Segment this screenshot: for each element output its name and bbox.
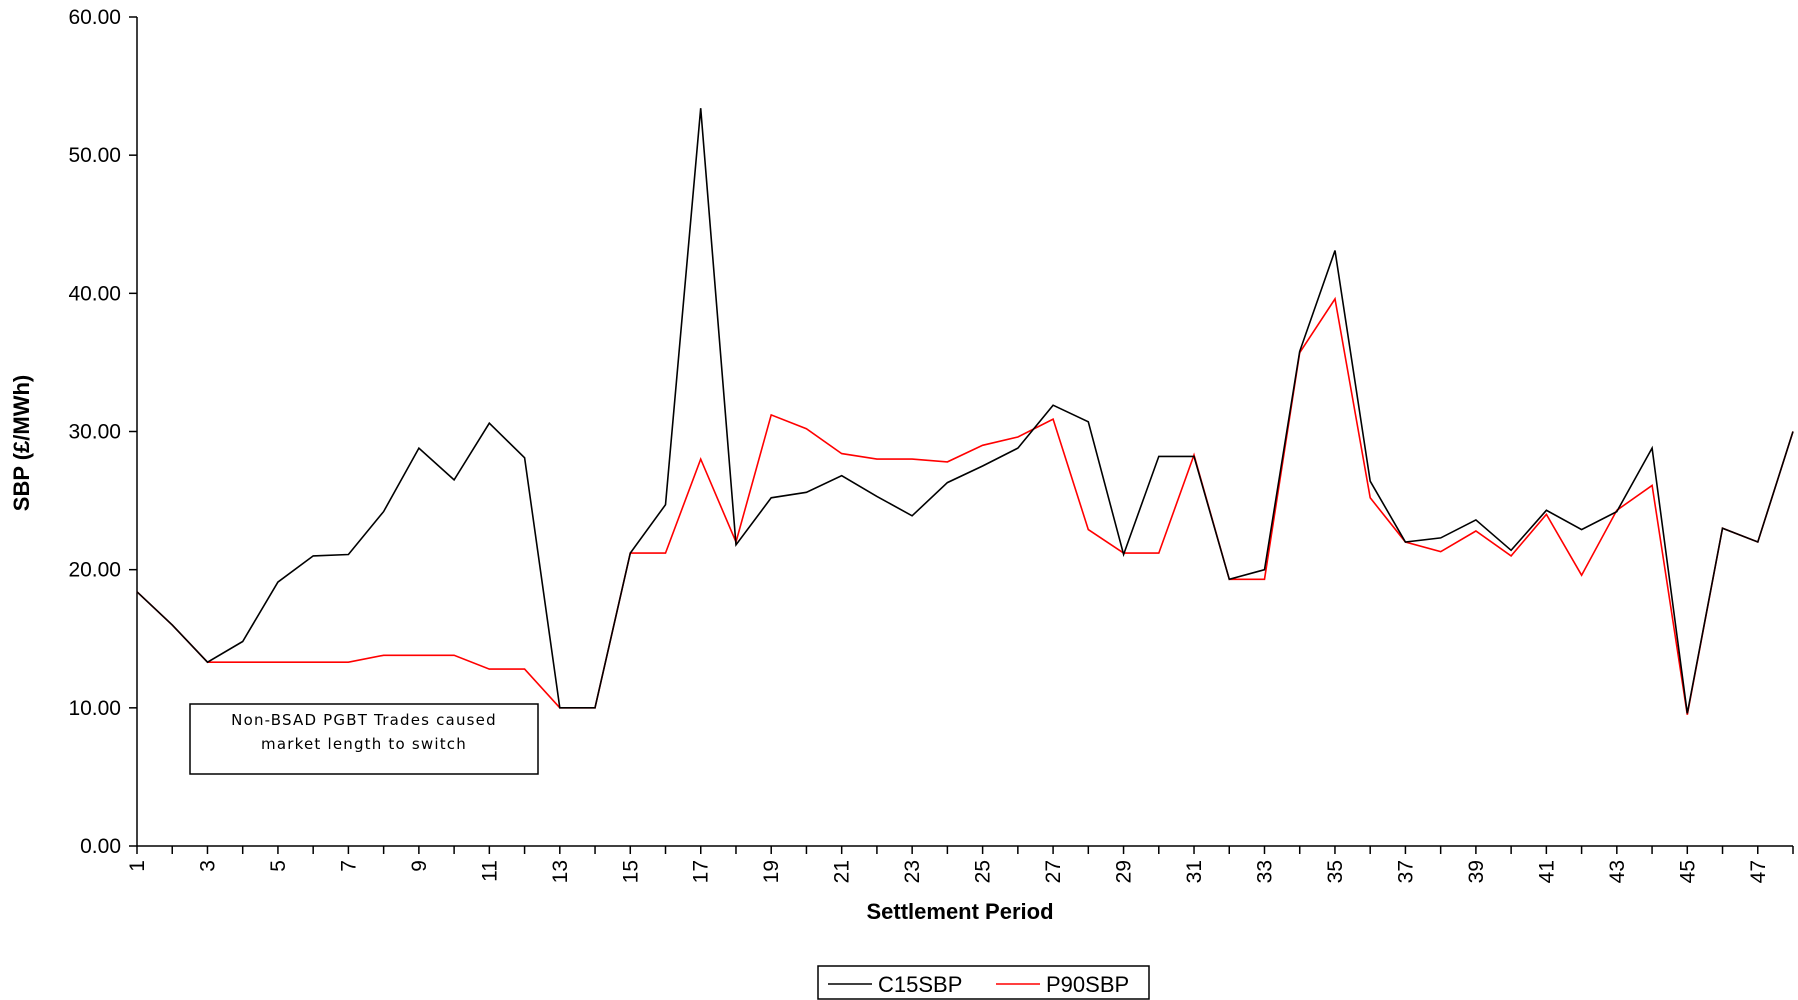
x-axis-title: Settlement Period <box>866 899 1053 924</box>
annotation-line-1: Non-BSAD PGBT Trades caused <box>231 711 497 729</box>
annotation-frame <box>189 703 539 775</box>
y-axis-title: SBP (£/MWh) <box>9 375 34 511</box>
x-tick-label: 37 <box>1394 860 1417 883</box>
x-tick-label: 27 <box>1042 860 1065 883</box>
legend-frame <box>817 965 1150 1000</box>
x-tick-label: 23 <box>901 860 924 883</box>
series-line-p90sbp <box>136 296 1794 715</box>
annotation-line-2: market length to switch <box>261 735 467 753</box>
x-tick-label: 47 <box>1747 860 1770 883</box>
annotation-box: Non-BSAD PGBT Trades caused market lengt… <box>189 703 539 775</box>
y-tick-label: 20.00 <box>68 559 121 582</box>
x-tick-label: 5 <box>267 860 290 872</box>
series-layer <box>136 108 1794 715</box>
x-tick-label: 19 <box>760 860 783 883</box>
y-tick-label: 10.00 <box>68 697 121 720</box>
y-tick-label: 40.00 <box>68 282 121 305</box>
x-tick-label: 35 <box>1324 860 1347 883</box>
x-tick-label: 25 <box>972 860 995 883</box>
x-tick-label: 3 <box>196 860 219 872</box>
x-tick-label: 45 <box>1676 860 1699 883</box>
legend-label-c15sbp: C15SBP <box>878 972 962 997</box>
x-tick-label: 21 <box>831 860 854 883</box>
series-line-c15sbp <box>136 108 1794 714</box>
x-tick-label: 31 <box>1183 860 1206 883</box>
y-tick-label: 60.00 <box>68 6 121 29</box>
legend: C15SBP P90SBP <box>817 965 1150 1000</box>
x-tick-label: 33 <box>1253 860 1276 883</box>
x-tick-label: 29 <box>1113 860 1136 883</box>
x-axis: 1 3 5 7 9 11 13 15 17 19 21 23 25 27 29 31 33 35 37 39 41 43 4… <box>126 845 1794 883</box>
x-tick-label: 43 <box>1606 860 1629 883</box>
x-tick-label: 9 <box>408 860 431 872</box>
x-tick-label: 39 <box>1465 860 1488 883</box>
x-tick-label: 41 <box>1535 860 1558 883</box>
y-axis: 0.00 10.00 20.00 30.00 40.00 50.00 60.00 <box>68 6 138 858</box>
y-tick-label: 50.00 <box>68 144 121 167</box>
x-tick-label: 1 <box>126 860 149 872</box>
x-tick-label: 11 <box>478 860 501 882</box>
y-tick-label: 0.00 <box>80 835 121 858</box>
x-tick-label: 17 <box>690 860 713 883</box>
x-tick-label: 7 <box>337 860 360 872</box>
y-tick-label: 30.00 <box>68 421 121 444</box>
legend-label-p90sbp: P90SBP <box>1046 972 1129 997</box>
x-tick-label: 15 <box>619 860 642 883</box>
x-tick-label: 13 <box>549 860 572 883</box>
